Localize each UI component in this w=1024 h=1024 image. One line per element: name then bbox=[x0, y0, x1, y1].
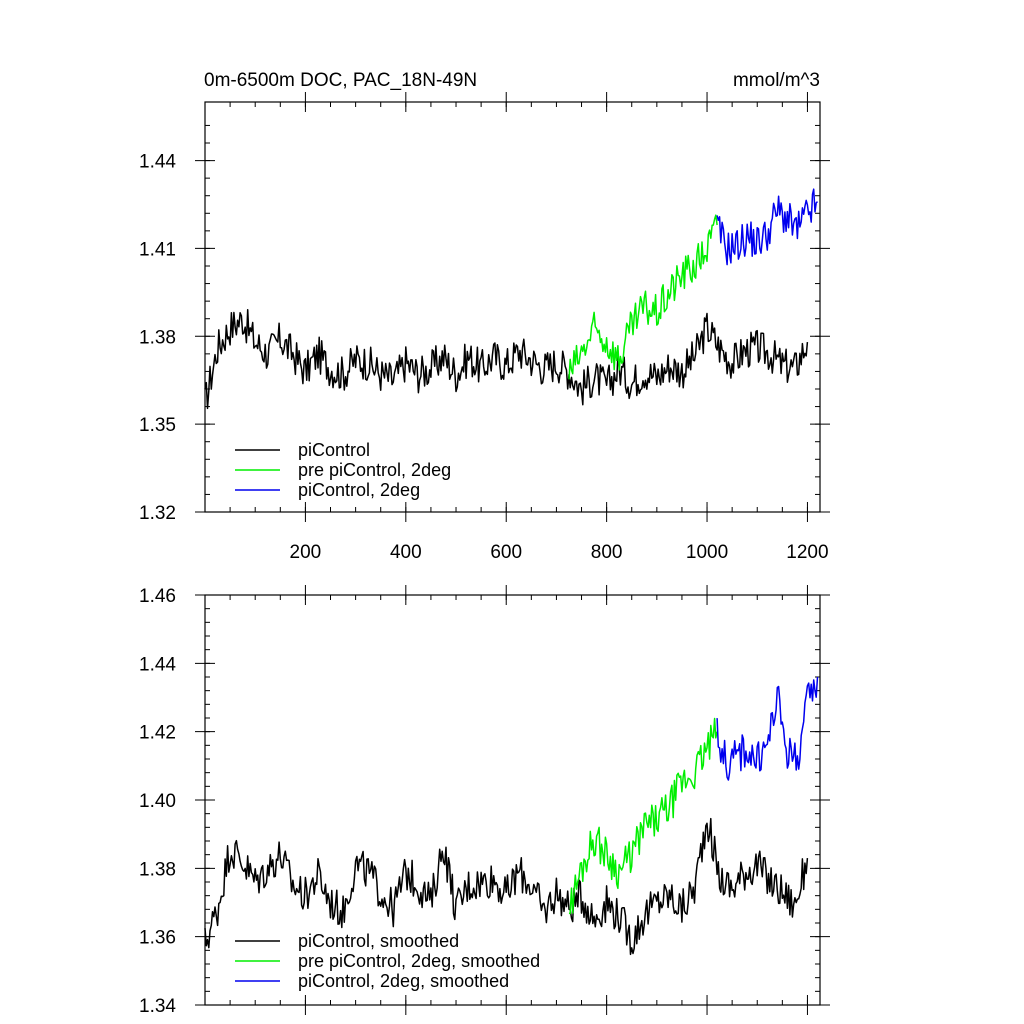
y-tick-label: 1.38 bbox=[139, 327, 176, 348]
x-tick-label: 1200 bbox=[786, 542, 828, 563]
top-chart-panel: 0m-6500m DOC, PAC_18N-49N mmol/m^3 200 40… bbox=[139, 70, 830, 563]
y-tick-label: 1.34 bbox=[139, 996, 176, 1017]
legend-label: pre piControl, 2deg bbox=[298, 460, 451, 480]
top-chart-title: 0m-6500m DOC, PAC_18N-49N bbox=[204, 70, 477, 91]
y-tick-label: 1.38 bbox=[139, 859, 176, 880]
x-tick-label: 600 bbox=[490, 542, 522, 563]
legend-label: piControl bbox=[298, 440, 370, 460]
y-tick-label: 1.32 bbox=[139, 503, 176, 524]
legend-label: piControl, smoothed bbox=[298, 931, 459, 951]
legend-label: piControl, 2deg, smoothed bbox=[298, 971, 509, 991]
y-tick-label: 1.46 bbox=[139, 586, 176, 607]
x-tick-label: 800 bbox=[591, 542, 623, 563]
series-line-3 bbox=[716, 188, 819, 266]
y-tick-label: 1.41 bbox=[139, 239, 176, 260]
x-tick-label: 200 bbox=[290, 542, 322, 563]
series-line-1 bbox=[204, 308, 809, 410]
y-tick-label: 1.44 bbox=[139, 654, 176, 675]
series-line-1 bbox=[204, 817, 809, 956]
top-chart-units: mmol/m^3 bbox=[733, 70, 820, 91]
series-line-3 bbox=[716, 676, 819, 781]
y-tick-label: 1.36 bbox=[139, 928, 176, 949]
x-tick-label: 400 bbox=[390, 542, 422, 563]
bottom-chart-panel: 1.34 1.36 1.38 1.40 1.42 1.44 1.46 piControl, s… bbox=[139, 585, 830, 1017]
y-tick-label: 1.40 bbox=[139, 791, 176, 812]
plot-frame bbox=[204, 101, 821, 513]
y-tick-label: 1.35 bbox=[139, 415, 176, 436]
series-line-2 bbox=[568, 214, 718, 380]
legend-label: piControl, 2deg bbox=[298, 480, 420, 500]
y-tick-label: 1.42 bbox=[139, 723, 176, 744]
x-tick-label: 1000 bbox=[686, 542, 728, 563]
series-line-2 bbox=[568, 717, 718, 915]
legend-label: pre piControl, 2deg, smoothed bbox=[298, 951, 540, 971]
y-tick-label: 1.44 bbox=[139, 152, 176, 173]
